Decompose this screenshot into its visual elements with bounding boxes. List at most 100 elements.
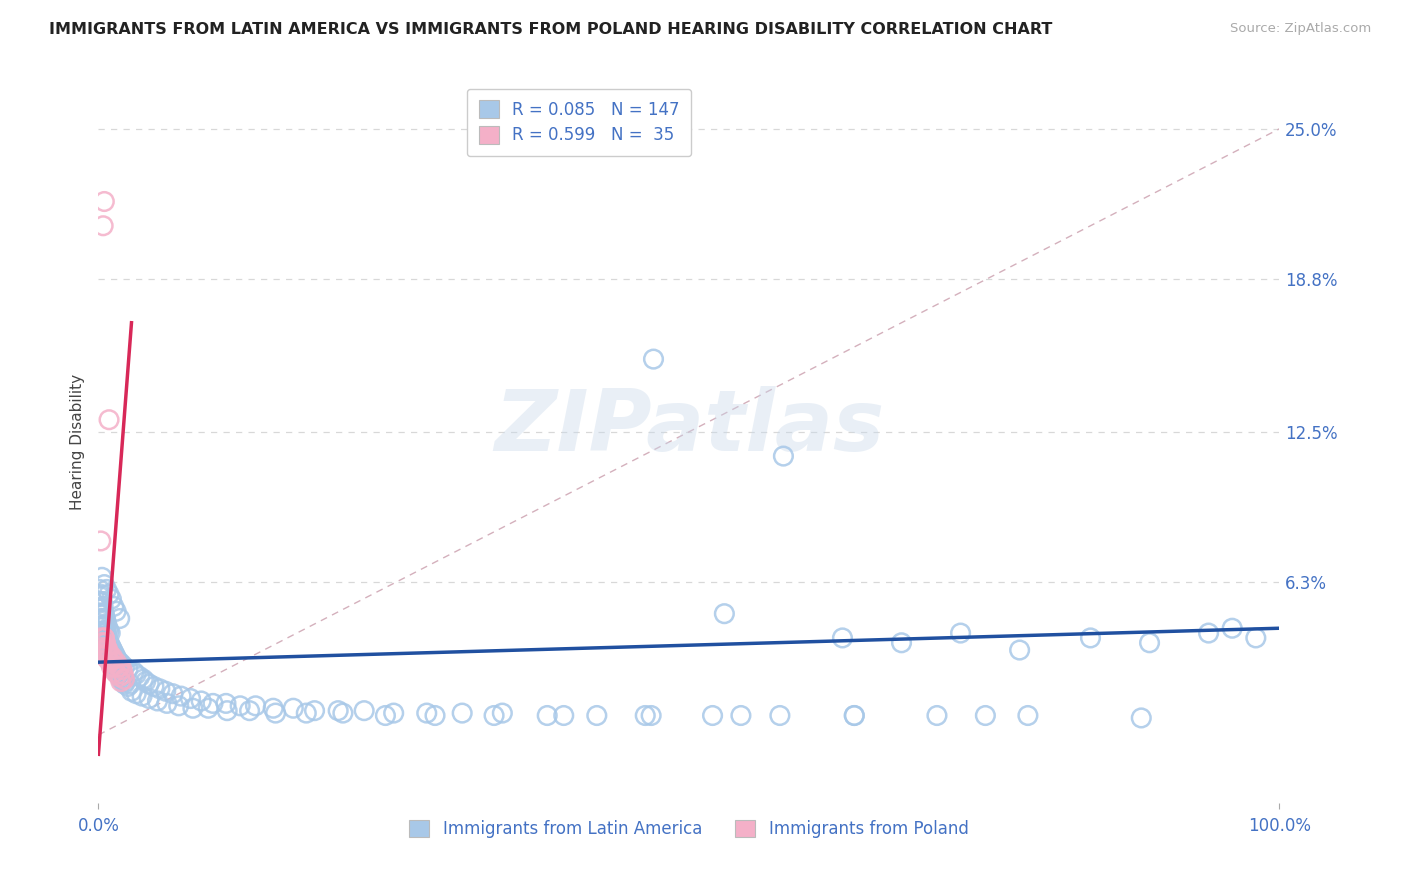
Point	[100, 640, 122, 655]
Point	[94, 636, 117, 650]
Point	[90, 590, 112, 604]
Point	[97, 653, 120, 667]
Point	[105, 655, 128, 669]
Point	[108, 660, 131, 674]
Point	[89, 594, 111, 608]
Point	[949, 626, 972, 640]
Point	[89, 582, 111, 597]
Point	[772, 449, 794, 463]
Point	[229, 698, 252, 713]
Point	[107, 667, 129, 681]
Point	[96, 628, 118, 642]
Point	[382, 706, 405, 720]
Point	[96, 633, 118, 648]
Point	[100, 592, 122, 607]
Text: ZIPatlas: ZIPatlas	[494, 385, 884, 468]
Point	[155, 684, 177, 698]
Point	[125, 687, 148, 701]
Point	[181, 701, 204, 715]
Point	[215, 697, 238, 711]
Point	[98, 413, 121, 427]
Legend: Immigrants from Latin America, Immigrants from Poland: Immigrants from Latin America, Immigrant…	[402, 814, 976, 845]
Point	[536, 708, 558, 723]
Point	[491, 706, 513, 720]
Point	[170, 689, 193, 703]
Point	[90, 533, 112, 548]
Point	[416, 706, 439, 720]
Point	[101, 655, 124, 669]
Y-axis label: Hearing Disability: Hearing Disability	[69, 374, 84, 509]
Point	[90, 631, 112, 645]
Point	[111, 663, 134, 677]
Point	[90, 611, 112, 625]
Point	[640, 708, 662, 723]
Point	[112, 672, 135, 686]
Point	[94, 636, 117, 650]
Text: Source: ZipAtlas.com: Source: ZipAtlas.com	[1230, 22, 1371, 36]
Point	[111, 657, 134, 672]
Point	[103, 645, 125, 659]
Point	[91, 602, 114, 616]
Point	[93, 619, 115, 633]
Point	[98, 655, 121, 669]
Point	[91, 636, 114, 650]
Point	[94, 624, 117, 638]
Point	[110, 670, 132, 684]
Point	[91, 619, 114, 633]
Point	[105, 663, 128, 677]
Point	[264, 706, 287, 720]
Point	[91, 626, 114, 640]
Point	[91, 607, 114, 621]
Point	[131, 689, 153, 703]
Point	[96, 648, 118, 662]
Point	[103, 657, 125, 672]
Point	[138, 677, 160, 691]
Point	[93, 607, 115, 621]
Point	[108, 670, 131, 684]
Point	[132, 672, 155, 686]
Point	[90, 602, 112, 616]
Point	[91, 594, 114, 608]
Point	[1220, 621, 1243, 635]
Point	[98, 648, 121, 662]
Point	[332, 706, 354, 720]
Point	[112, 667, 135, 681]
Point	[97, 633, 120, 648]
Point	[97, 645, 120, 659]
Point	[101, 655, 124, 669]
Point	[93, 631, 115, 645]
Point	[702, 708, 724, 723]
Point	[553, 708, 575, 723]
Point	[97, 645, 120, 659]
Point	[104, 665, 127, 679]
Point	[1130, 711, 1153, 725]
Point	[91, 570, 114, 584]
Point	[98, 626, 121, 640]
Point	[138, 691, 160, 706]
Point	[328, 704, 350, 718]
Point	[98, 648, 121, 662]
Point	[98, 587, 121, 601]
Point	[190, 694, 212, 708]
Point	[97, 621, 120, 635]
Point	[103, 660, 125, 674]
Point	[104, 660, 127, 674]
Point	[96, 640, 118, 655]
Point	[167, 698, 190, 713]
Point	[93, 614, 115, 628]
Point	[1080, 631, 1102, 645]
Point	[122, 665, 145, 679]
Point	[98, 643, 121, 657]
Point	[90, 636, 112, 650]
Point	[482, 708, 505, 723]
Point	[295, 706, 318, 720]
Point	[107, 660, 129, 674]
Point	[91, 640, 114, 655]
Point	[162, 687, 184, 701]
Point	[100, 650, 122, 665]
Point	[101, 650, 124, 665]
Point	[112, 677, 135, 691]
Point	[96, 640, 118, 655]
Point	[105, 667, 128, 681]
Point	[98, 638, 121, 652]
